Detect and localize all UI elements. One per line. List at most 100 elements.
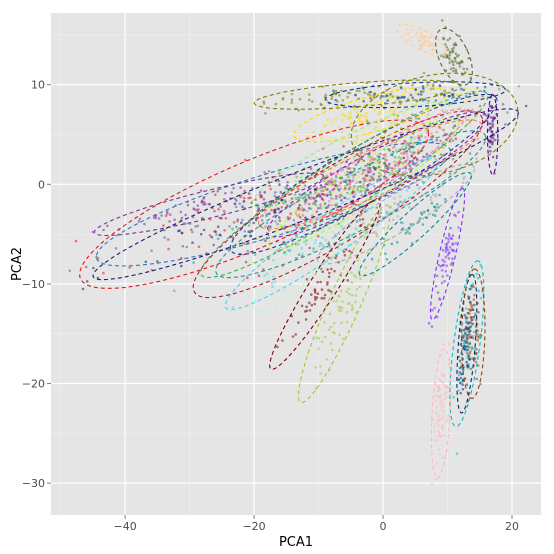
series-31-ellipse [461, 268, 486, 399]
data-point [453, 57, 457, 60]
data-point [452, 63, 455, 66]
data-point [331, 197, 335, 201]
data-point [468, 329, 472, 333]
data-point [404, 232, 408, 235]
data-point [303, 199, 306, 202]
data-point [320, 296, 324, 300]
data-point [472, 330, 476, 334]
data-point [305, 278, 309, 281]
data-point [441, 402, 445, 405]
data-point [439, 401, 442, 404]
data-point [472, 92, 476, 96]
data-point [315, 186, 319, 190]
data-point [444, 198, 447, 201]
data-point [263, 191, 267, 194]
data-point [468, 341, 472, 345]
data-point [392, 218, 395, 222]
data-point [248, 192, 251, 196]
data-point [445, 242, 449, 245]
data-point [286, 180, 289, 184]
data-point [114, 247, 118, 250]
data-point [438, 433, 441, 436]
data-point [426, 209, 430, 213]
data-point [440, 398, 443, 402]
data-point [331, 230, 335, 234]
data-point [355, 137, 359, 140]
x-tick-label: 0 [380, 520, 387, 533]
data-point [186, 203, 190, 207]
data-point [350, 271, 353, 275]
data-point [410, 29, 414, 32]
data-point [401, 227, 405, 230]
data-point [354, 275, 358, 279]
data-point [331, 188, 334, 192]
data-point [449, 226, 452, 230]
data-point [320, 288, 324, 291]
data-point [246, 276, 249, 280]
data-point [417, 136, 421, 140]
data-point [84, 265, 88, 269]
data-point [403, 32, 406, 36]
data-point [91, 230, 95, 234]
data-point [304, 216, 307, 220]
data-point [362, 185, 365, 188]
data-point [270, 208, 273, 212]
data-point [327, 203, 331, 207]
data-point [468, 92, 472, 96]
data-point [280, 206, 284, 209]
data-point [329, 193, 332, 196]
data-point [291, 335, 295, 338]
data-point [249, 234, 253, 238]
data-point [224, 191, 227, 195]
data-point [173, 218, 176, 221]
data-point [340, 321, 343, 325]
data-point [469, 316, 473, 319]
data-point [367, 207, 370, 211]
data-point [294, 333, 298, 336]
data-point [380, 100, 383, 104]
data-point [395, 139, 399, 142]
data-point [322, 189, 325, 192]
data-point [290, 101, 294, 104]
data-point [196, 204, 200, 207]
data-point [273, 208, 277, 212]
data-point [430, 482, 434, 486]
data-point [138, 217, 142, 221]
data-point [451, 234, 455, 237]
data-point [458, 366, 462, 370]
series-27-points [440, 19, 473, 80]
data-point [400, 200, 404, 204]
data-point [451, 242, 455, 245]
data-point [335, 254, 338, 257]
data-point [239, 194, 243, 197]
data-point [325, 357, 328, 361]
data-point [458, 34, 461, 38]
data-point [440, 435, 443, 438]
data-point [443, 392, 447, 396]
data-point [457, 378, 460, 381]
data-point [475, 377, 478, 381]
data-point [333, 269, 336, 273]
data-point [419, 90, 423, 93]
data-point [441, 258, 444, 262]
data-point [313, 197, 316, 200]
data-point [479, 296, 483, 300]
data-point [326, 157, 330, 160]
data-point [243, 189, 246, 193]
data-point [446, 48, 450, 51]
data-point [305, 166, 309, 169]
data-point [323, 321, 326, 324]
series-11-ellipse [224, 157, 439, 311]
data-point [433, 306, 436, 310]
data-point [434, 149, 437, 152]
data-point [315, 200, 318, 203]
data-point [423, 210, 426, 214]
data-point [243, 229, 246, 233]
data-point [281, 339, 284, 342]
data-point [342, 144, 345, 148]
data-point [235, 225, 238, 229]
data-point [269, 187, 272, 191]
data-point [295, 226, 299, 229]
data-point [450, 248, 454, 251]
data-point [415, 157, 418, 160]
